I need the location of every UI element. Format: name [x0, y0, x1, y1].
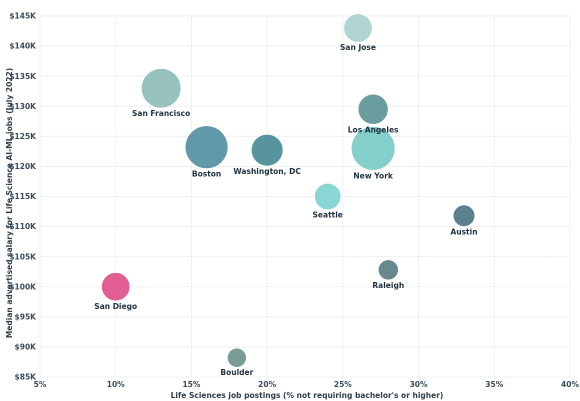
data-point	[250, 134, 284, 167]
y-axis-title: Median advertised salary for Life Scienc…	[5, 68, 14, 338]
data-point	[452, 204, 476, 227]
x-tick-label: 20%	[258, 380, 276, 389]
point-label: Los Angeles	[348, 125, 399, 134]
gridlines	[39, 15, 571, 378]
point-label: Washington, DC	[233, 167, 301, 176]
y-tick-label: $140K	[9, 42, 37, 51]
point-label: San Jose	[340, 43, 376, 52]
data-point	[314, 183, 342, 211]
y-tick-label: $105K	[9, 252, 37, 261]
x-tick-label: 35%	[485, 380, 503, 389]
data-point	[357, 93, 389, 125]
y-tick-label: $145K	[9, 12, 37, 21]
point-label: Boulder	[220, 368, 253, 377]
y-tick-label: $90K	[15, 343, 38, 352]
data-point	[101, 272, 131, 302]
y-axis-ticks: $85K $90K $95K $100K $105K $110K $115K $120K $12…	[9, 12, 37, 382]
y-tick-label: $100K	[9, 282, 37, 291]
y-tick-label: $85K	[15, 373, 38, 382]
y-tick-label: $115K	[9, 192, 37, 201]
y-tick-label: $125K	[9, 132, 37, 141]
point-label: Raleigh	[372, 281, 404, 290]
y-tick-label: $130K	[9, 102, 37, 111]
x-axis-ticks: 5% 10% 15% 20% 25% 30% 35% 40%	[34, 380, 580, 389]
point-label: Austin	[450, 228, 477, 237]
point-label: San Diego	[94, 302, 137, 311]
x-tick-label: 15%	[182, 380, 200, 389]
data-point	[227, 347, 247, 368]
data-points	[101, 13, 476, 368]
data-point	[343, 13, 373, 43]
x-axis-title: Life Sciences job postings (% not requir…	[171, 391, 444, 400]
x-tick-label: 10%	[107, 380, 125, 389]
y-tick-label: $95K	[15, 312, 38, 321]
x-tick-label: 40%	[561, 380, 579, 389]
point-labels: New York Boston San Francisco Washington, D…	[94, 43, 477, 377]
y-tick-label: $135K	[9, 72, 37, 81]
x-tick-label: 25%	[334, 380, 352, 389]
data-point	[350, 126, 396, 171]
data-point	[141, 68, 182, 109]
data-point	[377, 259, 399, 281]
data-point	[184, 125, 229, 169]
point-label: New York	[353, 171, 393, 180]
x-tick-label: 30%	[410, 380, 428, 389]
point-label: Boston	[192, 170, 221, 179]
point-label: San Francisco	[132, 109, 190, 118]
point-label: Seattle	[313, 211, 343, 220]
y-tick-label: $110K	[9, 222, 37, 231]
x-tick-label: 5%	[34, 380, 47, 389]
y-tick-label: $120K	[9, 162, 37, 171]
